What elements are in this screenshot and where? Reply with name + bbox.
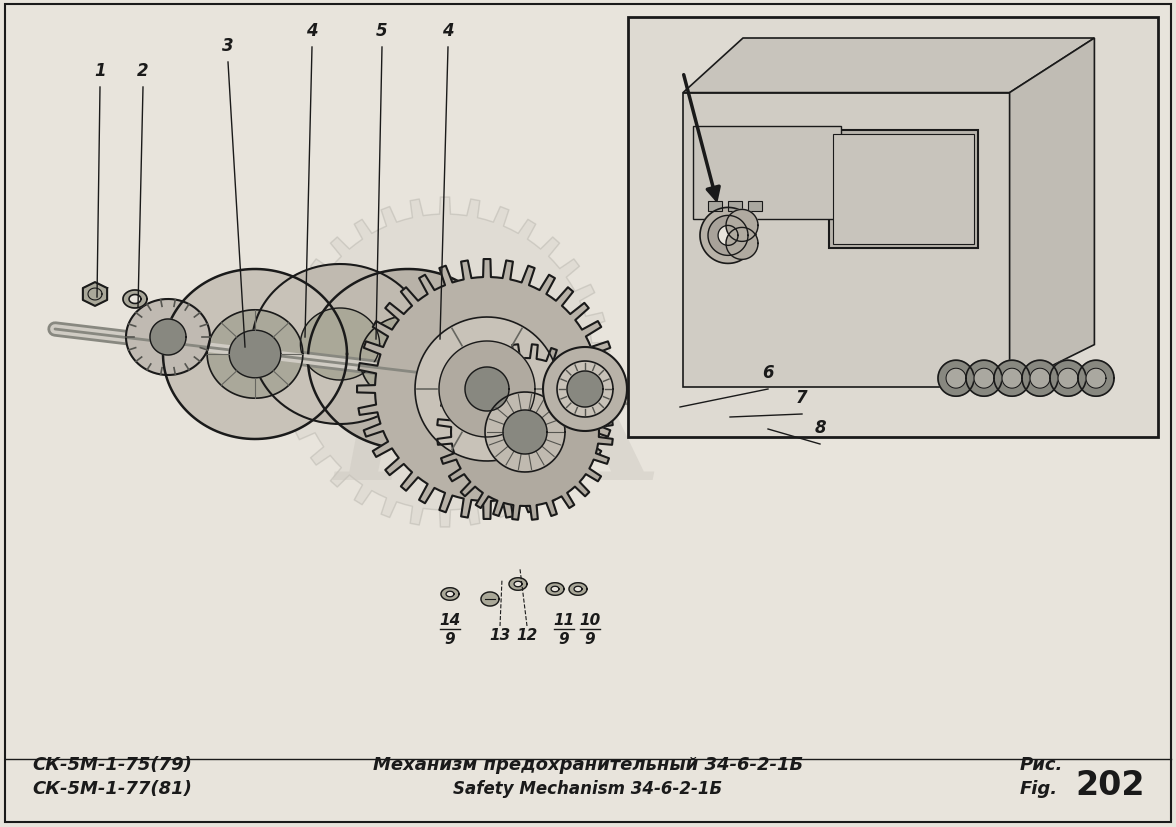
Polygon shape	[252, 265, 428, 424]
Polygon shape	[439, 342, 535, 437]
Polygon shape	[567, 371, 603, 408]
Text: 2: 2	[138, 62, 149, 80]
Polygon shape	[1085, 369, 1105, 389]
Polygon shape	[1030, 369, 1050, 389]
Polygon shape	[569, 583, 587, 595]
Polygon shape	[280, 198, 609, 528]
Bar	[834, 136, 974, 245]
Polygon shape	[229, 331, 281, 378]
Polygon shape	[699, 403, 721, 417]
Text: СК-5М-1-77(81): СК-5М-1-77(81)	[32, 779, 192, 797]
Text: Рис.: Рис.	[1020, 755, 1063, 773]
Polygon shape	[719, 398, 786, 409]
Polygon shape	[415, 318, 559, 461]
Text: Механизм предохранительный 34-6-2-1Б: Механизм предохранительный 34-6-2-1Б	[373, 755, 803, 773]
Text: 4: 4	[442, 22, 454, 40]
Bar	[708, 201, 722, 212]
Polygon shape	[704, 406, 715, 413]
Text: TEX: TEX	[315, 363, 664, 512]
Polygon shape	[308, 270, 508, 449]
Text: 10: 10	[580, 612, 601, 627]
Polygon shape	[1050, 361, 1085, 397]
Polygon shape	[481, 592, 499, 606]
Text: 14: 14	[440, 612, 461, 627]
Polygon shape	[719, 226, 739, 246]
Text: 7: 7	[796, 389, 808, 407]
Text: 13: 13	[489, 627, 510, 642]
Polygon shape	[707, 398, 729, 415]
Text: 9: 9	[584, 631, 595, 646]
Polygon shape	[1022, 361, 1058, 397]
Text: 3: 3	[222, 37, 234, 55]
Polygon shape	[207, 310, 303, 399]
Polygon shape	[465, 367, 509, 412]
Polygon shape	[437, 345, 613, 520]
Polygon shape	[82, 283, 107, 307]
Polygon shape	[509, 578, 527, 590]
Polygon shape	[552, 586, 559, 592]
Polygon shape	[683, 93, 1010, 387]
Polygon shape	[700, 208, 756, 264]
Polygon shape	[1058, 369, 1078, 389]
Polygon shape	[546, 583, 564, 595]
Polygon shape	[974, 369, 994, 389]
Bar	[728, 201, 742, 212]
Text: 9: 9	[559, 631, 569, 646]
Text: 6: 6	[762, 364, 774, 381]
Text: 9: 9	[445, 631, 455, 646]
Polygon shape	[514, 581, 522, 587]
Text: 12: 12	[516, 627, 537, 642]
Polygon shape	[557, 361, 613, 418]
Bar	[829, 131, 977, 249]
Text: Fig.: Fig.	[1020, 779, 1058, 797]
Polygon shape	[938, 361, 974, 397]
Polygon shape	[726, 228, 759, 260]
Text: 1: 1	[94, 62, 106, 80]
Polygon shape	[123, 290, 147, 308]
Bar	[748, 201, 762, 212]
Text: 202: 202	[1075, 768, 1144, 801]
Polygon shape	[1010, 39, 1095, 387]
Polygon shape	[129, 295, 141, 304]
Text: 5: 5	[376, 22, 388, 40]
Text: Safety Mechanism 34-6-2-1Б: Safety Mechanism 34-6-2-1Б	[454, 779, 722, 797]
Polygon shape	[726, 210, 759, 242]
Text: СК-5М-1-75(79): СК-5М-1-75(79)	[32, 755, 192, 773]
Polygon shape	[441, 588, 459, 600]
Polygon shape	[358, 260, 617, 519]
Polygon shape	[503, 410, 547, 455]
Polygon shape	[574, 586, 582, 592]
Polygon shape	[300, 308, 380, 380]
Polygon shape	[383, 337, 433, 382]
Polygon shape	[708, 216, 748, 256]
Text: 8: 8	[814, 418, 826, 437]
Polygon shape	[1078, 361, 1114, 397]
Bar	[628, 18, 1158, 437]
Bar	[693, 127, 841, 219]
Polygon shape	[1002, 369, 1022, 389]
Polygon shape	[994, 361, 1030, 397]
Polygon shape	[965, 361, 1002, 397]
Text: 11: 11	[554, 612, 575, 627]
Polygon shape	[163, 270, 347, 439]
Text: 4: 4	[306, 22, 318, 40]
Polygon shape	[446, 591, 454, 597]
Polygon shape	[360, 317, 456, 403]
Polygon shape	[485, 393, 564, 472]
Polygon shape	[683, 39, 1095, 93]
Polygon shape	[151, 319, 186, 356]
Polygon shape	[543, 347, 627, 432]
Polygon shape	[126, 299, 211, 375]
Polygon shape	[946, 369, 965, 389]
